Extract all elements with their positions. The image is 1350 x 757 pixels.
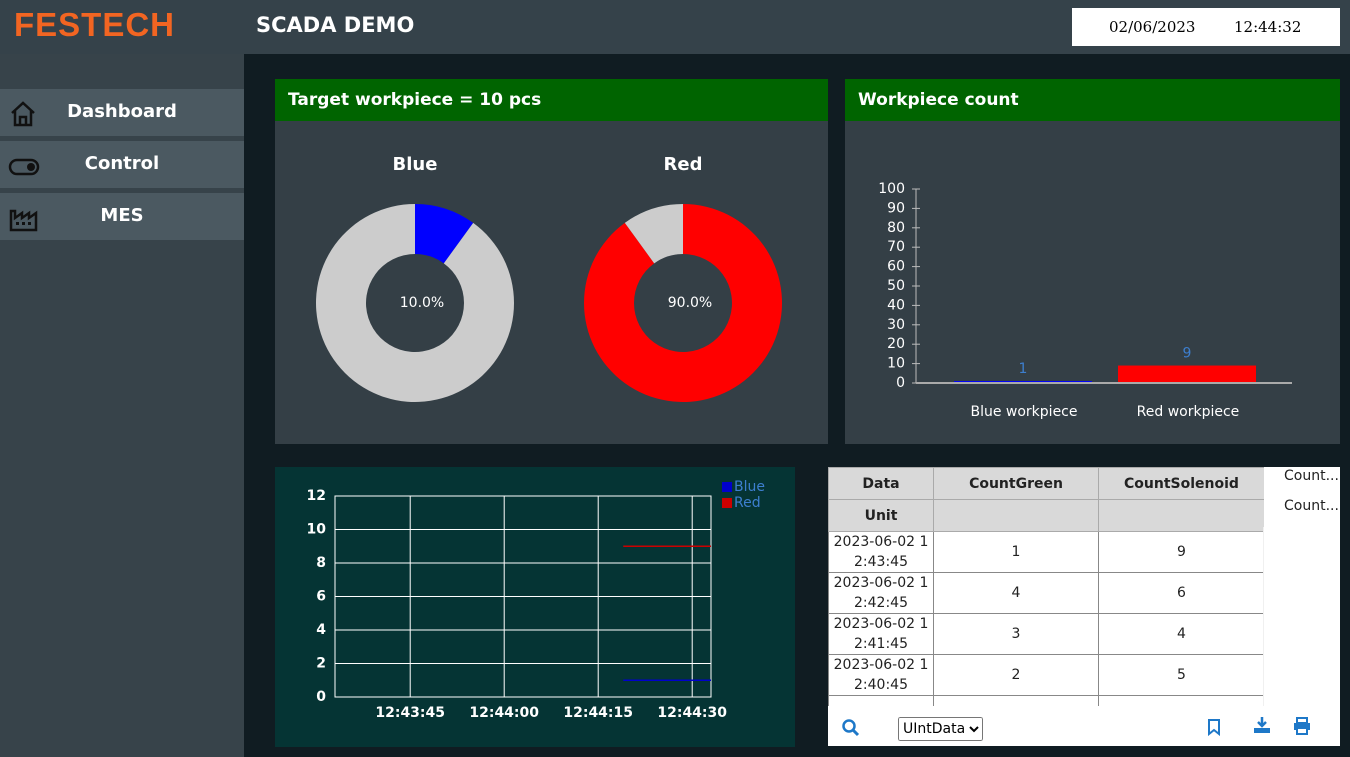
value-label: 9 bbox=[1183, 346, 1192, 362]
donut-center-label: 10.0% bbox=[400, 295, 444, 311]
y-tick-label: 8 bbox=[316, 555, 326, 571]
table-cell: 9 bbox=[1098, 531, 1264, 573]
factory-icon bbox=[9, 209, 38, 232]
table-row: 2023-06-02 12:40:45 2 5 bbox=[828, 654, 1264, 696]
table-cell: 2023-06-02 12:40:45 bbox=[828, 654, 934, 696]
table: Data CountGreen CountSolenoid Unit 2023-06… bbox=[828, 467, 1264, 706]
menu-item[interactable]: Count... bbox=[1284, 468, 1339, 484]
bar bbox=[1118, 365, 1256, 383]
y-tick-label: 6 bbox=[316, 589, 326, 605]
y-tick-label: 2 bbox=[316, 656, 326, 672]
sidebar: Dashboard Control MES bbox=[0, 54, 244, 757]
unit-header: Unit bbox=[828, 499, 934, 532]
unit-cell bbox=[933, 499, 1099, 532]
legend-swatch bbox=[722, 482, 732, 492]
trend-panel bbox=[275, 467, 795, 747]
x-tick-label: 12:44:00 bbox=[469, 705, 539, 721]
y-tick-label: 30 bbox=[887, 317, 905, 333]
download-icon[interactable] bbox=[1253, 716, 1271, 734]
table-cell: 2023-06-02 12:43:45 bbox=[828, 531, 934, 573]
x-tick-label: 12:44:30 bbox=[657, 705, 727, 721]
data-table: Data CountGreen CountSolenoid Unit 2023-06… bbox=[828, 467, 1264, 706]
nav-label: Dashboard bbox=[67, 101, 177, 122]
y-tick-label: 0 bbox=[316, 689, 326, 705]
y-tick-label: 90 bbox=[887, 200, 905, 216]
print-icon[interactable] bbox=[1293, 717, 1311, 735]
donut-segment bbox=[316, 204, 515, 402]
table-row: 2023-06-02 12:43:45 1 9 bbox=[828, 531, 1264, 573]
x-tick-label: 12:44:15 bbox=[563, 705, 633, 721]
y-tick-label: 40 bbox=[887, 297, 905, 313]
header: FESTECH SCADA DEMO 02/06/2023 12:44:32 bbox=[0, 0, 1350, 54]
home-icon bbox=[11, 101, 35, 127]
y-tick-label: 12 bbox=[307, 488, 326, 504]
clock: 02/06/2023 12:44:32 bbox=[1072, 8, 1340, 46]
table-cell: 4 bbox=[1098, 613, 1264, 655]
legend-label: Blue bbox=[734, 479, 765, 495]
y-tick-label: 70 bbox=[887, 239, 905, 255]
date: 02/06/2023 bbox=[1109, 18, 1196, 36]
table-row: 2023-06-02 12:41:45 3 4 bbox=[828, 613, 1264, 655]
y-tick-label: 10 bbox=[887, 356, 905, 372]
donut-segment bbox=[415, 204, 474, 264]
y-tick-label: 4 bbox=[316, 622, 326, 638]
table-cell: 2 bbox=[933, 654, 1099, 696]
value-label: 1 bbox=[1019, 361, 1028, 377]
table-cell: 2023-06-02 12:42:45 bbox=[828, 572, 934, 614]
nav-item[interactable]: Dashboard bbox=[0, 89, 244, 136]
search-icon[interactable] bbox=[841, 718, 861, 738]
x-tick-label: 12:43:45 bbox=[375, 705, 445, 721]
nav-item[interactable]: Control bbox=[0, 141, 244, 188]
legend-swatch bbox=[722, 498, 732, 508]
table-body: 2023-06-02 12:43:45 1 9 2023-06-02 12:42:45… bbox=[828, 531, 1264, 706]
menu-item[interactable]: Count... bbox=[1284, 498, 1339, 514]
y-tick-label: 60 bbox=[887, 259, 905, 275]
table-toolbar: UIntData bbox=[828, 706, 1340, 746]
x-tick-label: Red workpiece bbox=[1137, 404, 1240, 420]
nav-label: Control bbox=[84, 153, 160, 174]
toggle-icon bbox=[8, 158, 40, 176]
nav-label: MES bbox=[100, 205, 144, 226]
donut-title: Blue bbox=[393, 154, 438, 175]
app-title: SCADA DEMO bbox=[256, 13, 415, 37]
column-menu: Count... Count... bbox=[1264, 467, 1340, 706]
y-tick-label: 0 bbox=[896, 375, 905, 391]
donut-segment bbox=[584, 204, 783, 402]
nav-item[interactable]: MES bbox=[0, 193, 244, 240]
y-tick-label: 50 bbox=[887, 278, 905, 294]
donut-title: Red bbox=[664, 154, 703, 175]
column-header: Data bbox=[828, 467, 934, 500]
x-tick-label: Blue workpiece bbox=[970, 404, 1077, 420]
panel-title: Workpiece count bbox=[845, 79, 1340, 121]
data-select[interactable]: UIntData bbox=[898, 717, 983, 741]
bookmark-icon[interactable] bbox=[1206, 718, 1222, 736]
y-tick-label: 80 bbox=[887, 220, 905, 236]
y-tick-label: 10 bbox=[307, 522, 327, 538]
panel-title: Target workpiece = 10 pcs bbox=[275, 79, 828, 121]
table-row: 2023-06-02 1 bbox=[828, 695, 1264, 706]
logo: FESTECH bbox=[14, 6, 176, 43]
y-tick-label: 100 bbox=[878, 181, 905, 197]
time: 12:44:32 bbox=[1234, 18, 1302, 36]
table-cell: 1 bbox=[933, 531, 1099, 573]
donut-center-label: 90.0% bbox=[668, 295, 712, 311]
legend-label: Red bbox=[734, 495, 761, 511]
y-tick-label: 20 bbox=[887, 336, 905, 352]
donut-segment bbox=[624, 204, 683, 264]
